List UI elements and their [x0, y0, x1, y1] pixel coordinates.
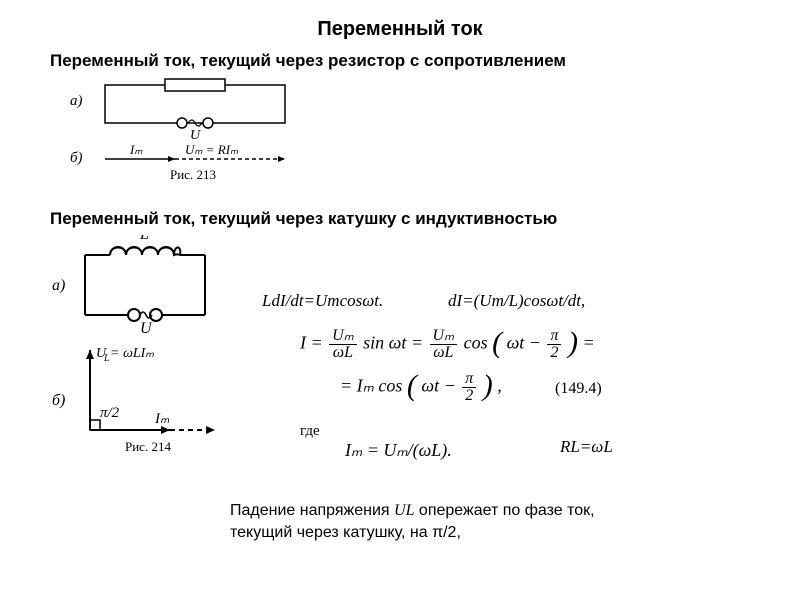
eq-part: ωt − [507, 333, 541, 353]
eq-frac-den: 2 [462, 388, 476, 404]
equation-im: Iₘ = Uₘ/(ωL). [345, 440, 452, 461]
bottom-text: Падение напряжения UL опережает по фазе … [230, 500, 595, 543]
eq-frac1: Uₘ ωL [329, 328, 357, 361]
bottom-line1-pre: Падение напряжения [230, 502, 394, 519]
fig213-caption: Рис. 213 [170, 167, 216, 182]
bottom-line2: текущий через катушку, на π/2, [230, 524, 461, 541]
fig213-label-a: а) [70, 93, 83, 109]
svg-text:Iₘ: Iₘ [129, 142, 143, 157]
fig214-svg: а) L U б) U L = ωLIₘ Iₘ π/2 Рис. 214 [50, 235, 240, 455]
fig213-R: R [189, 77, 199, 81]
fig213-svg: а) R U б) Iₘ Uₘ = RIₘ Рис. 213 [60, 77, 320, 187]
bottom-ul: UL [394, 502, 414, 519]
fig214-U: U [140, 320, 153, 337]
fig214-L: L [139, 235, 149, 243]
eq-part: = [582, 333, 594, 353]
svg-text:π/2: π/2 [100, 405, 120, 421]
svg-text:L: L [103, 353, 110, 364]
fig213-label-b: б) [70, 150, 83, 166]
svg-text:= ωLIₘ: = ωLIₘ [110, 346, 154, 361]
eq-frac-num: Uₘ [430, 328, 458, 345]
formula-rl: RL=ωL [560, 437, 613, 457]
formula-f1: LdI/dt=Umcosωt. [262, 291, 383, 311]
eq-frac-den: 2 [547, 345, 561, 361]
gde-label: где [300, 423, 320, 440]
fig213-U: U [190, 128, 201, 143]
svg-text:Iₘ: Iₘ [154, 411, 170, 427]
eq-frac3: π 2 [547, 328, 561, 361]
equation-number: (149.4) [555, 380, 602, 398]
eq-frac2: Uₘ ωL [430, 328, 458, 361]
eq-part: , [497, 376, 502, 396]
page-title: Переменный ток [0, 0, 800, 47]
eq-part: = Iₘ cos [340, 376, 407, 396]
figure-213: а) R U б) Iₘ Uₘ = RIₘ Рис. 213 [0, 77, 800, 187]
eq-frac4: π 2 [462, 371, 476, 404]
eq-part: cos [464, 333, 493, 353]
formula-f2: dI=(Um/L)cosωt/dt, [448, 291, 585, 311]
section1-title: Переменный ток, текущий через резистор с… [0, 47, 800, 77]
eq-frac-num: π [462, 371, 476, 388]
eq-frac-num: π [547, 328, 561, 345]
fig214-caption: Рис. 214 [125, 439, 171, 454]
svg-text:Uₘ = RIₘ: Uₘ = RIₘ [185, 142, 239, 157]
eq-frac-den: ωL [430, 345, 458, 361]
equation-main: I = Uₘ ωL sin ωt = Uₘ ωL cos ( ωt − π 2 … [300, 328, 595, 414]
eq-part: sin ωt = [363, 333, 423, 353]
bottom-line1-post: опережает по фазе ток, [414, 502, 594, 519]
section2-title: Переменный ток, текущий через катушку с … [0, 187, 800, 235]
fig214-label-b: б) [52, 392, 65, 409]
eq-frac-num: Uₘ [329, 328, 357, 345]
eq-frac-den: ωL [329, 345, 357, 361]
fig214-label-a: а) [52, 277, 65, 294]
eq-part: I = [300, 333, 323, 353]
eq-part: ωt − [421, 376, 455, 396]
